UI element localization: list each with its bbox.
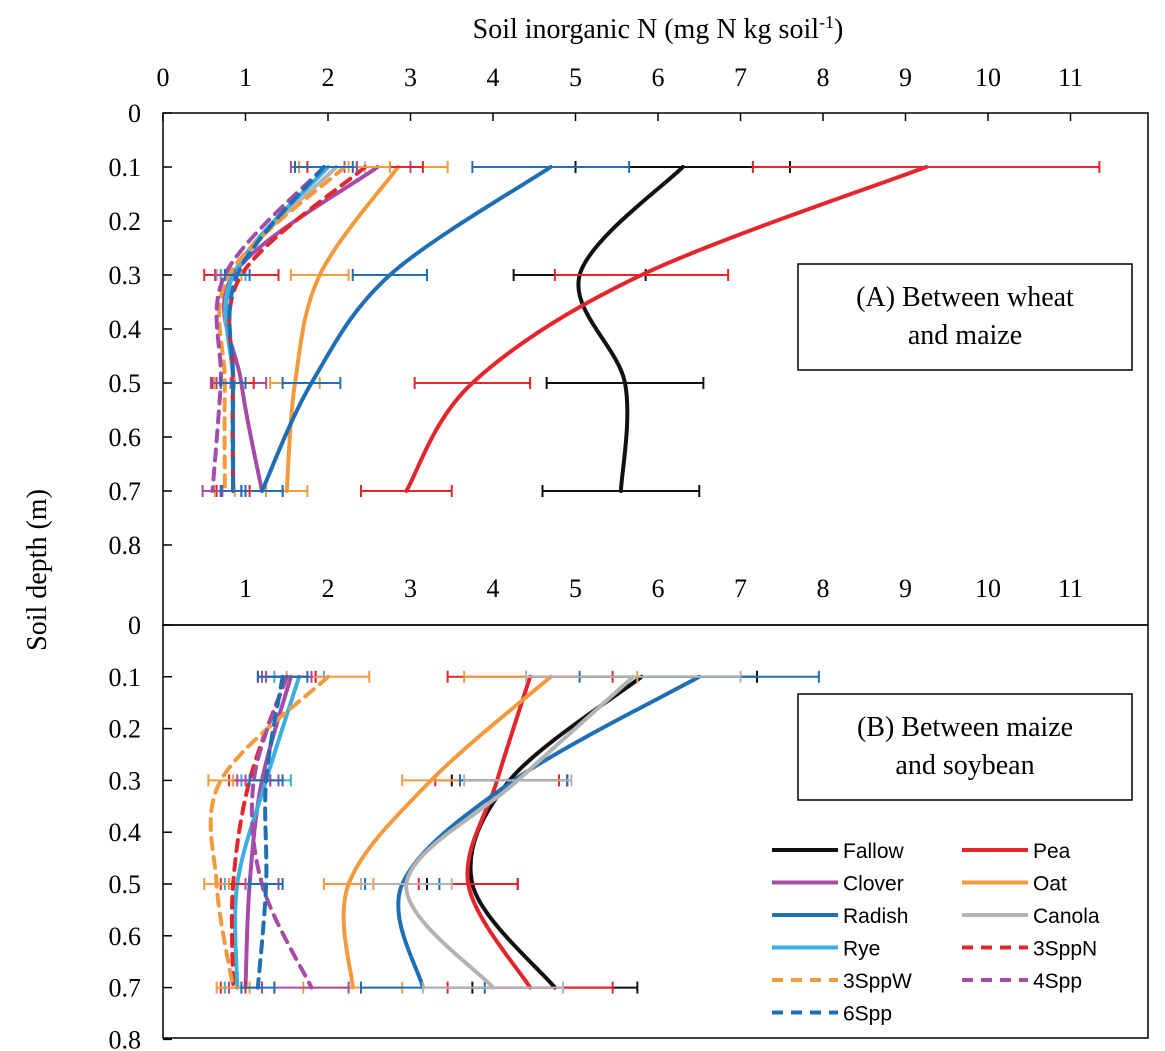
x-tick-label-top: 11 bbox=[1058, 63, 1083, 92]
series-3sppn bbox=[203, 161, 424, 497]
y-axis-title: Soil depth (m) bbox=[22, 489, 53, 651]
x-tick-label-top: 9 bbox=[899, 63, 912, 92]
x-tick-label-inner: 7 bbox=[734, 574, 747, 603]
y-tick-label: 0.8 bbox=[109, 531, 142, 560]
legend: Fallow Pea Clover Oat Radish Canola Rye 3SppN 3S… bbox=[772, 840, 1100, 1026]
panel-label-text: (A) Between wheat bbox=[856, 282, 1074, 313]
legend-entry-radish: Radish bbox=[843, 905, 908, 928]
series-line bbox=[341, 674, 553, 990]
legend-entry-rye: Rye bbox=[843, 938, 880, 961]
y-tick-label: 0.6 bbox=[109, 922, 142, 951]
legend-entry-oat: Oat bbox=[1033, 873, 1067, 896]
panel-label-text: and soybean bbox=[895, 750, 1034, 781]
legend-entry-4spp: 4Spp bbox=[1033, 970, 1082, 993]
y-tick-label: 0.2 bbox=[109, 207, 142, 236]
x-tick-label-inner: 4 bbox=[487, 574, 500, 603]
x-tick-label-top: 8 bbox=[817, 63, 830, 92]
series-line bbox=[260, 165, 553, 493]
series-6spp bbox=[219, 161, 354, 497]
svg-text:Soil inorganic N (mg N kg soil: Soil inorganic N (mg N kg soil-1) bbox=[473, 12, 844, 45]
y-tick-label: 0.2 bbox=[109, 715, 142, 744]
x-tick-label-inner: 2 bbox=[322, 574, 335, 603]
series-radish bbox=[360, 670, 820, 994]
y-tick-label: 0.3 bbox=[109, 766, 142, 795]
x-tick-label-top: 7 bbox=[734, 63, 747, 92]
x-tick-label-inner: 1 bbox=[239, 574, 252, 603]
panel-label-box bbox=[797, 263, 1133, 371]
x-tick-label-inner: 5 bbox=[569, 574, 582, 603]
x-tick-label-top: 0 bbox=[157, 63, 170, 92]
panel-label-text: and maize bbox=[908, 320, 1022, 351]
panel-b: 0 0.1 0.2 0.3 0.4 0.5 0.6 0.7 0.8 (B) Between mai… bbox=[109, 611, 1149, 1051]
series-fallow bbox=[512, 161, 791, 497]
series-line bbox=[284, 165, 401, 493]
legend-entry-3sppn: 3SppN bbox=[1033, 938, 1097, 961]
series-clover bbox=[215, 161, 412, 497]
y-tick-label: 0.7 bbox=[109, 974, 142, 1003]
series-radish bbox=[240, 161, 631, 497]
legend-entry-6spp: 6Spp bbox=[843, 1003, 892, 1026]
legend-entry-canola: Canola bbox=[1033, 905, 1100, 928]
x-tick-label-top: 2 bbox=[322, 63, 335, 92]
x-tick-label-inner: 6 bbox=[652, 574, 665, 603]
series-line bbox=[227, 165, 326, 493]
series-line bbox=[210, 165, 326, 493]
x-tick-label-top: 1 bbox=[239, 63, 252, 92]
series-4spp bbox=[236, 670, 350, 994]
y-tick-label: 0 bbox=[128, 99, 141, 128]
series-line bbox=[396, 674, 702, 990]
y-tick-label: 0.6 bbox=[109, 423, 142, 452]
series-line bbox=[249, 674, 314, 990]
y-tick-label: 0.4 bbox=[109, 818, 142, 847]
x-tick-label-top: 6 bbox=[652, 63, 665, 92]
series-line bbox=[576, 165, 685, 493]
x-tick-label-inner: 9 bbox=[899, 574, 912, 603]
x-tick-label-inner: 3 bbox=[404, 574, 417, 603]
y-tick-label: 0.5 bbox=[109, 870, 142, 899]
series-pea bbox=[360, 161, 1101, 497]
series-line bbox=[233, 674, 302, 990]
legend-entry-fallow: Fallow bbox=[843, 840, 905, 863]
series-canola bbox=[360, 670, 742, 994]
y-tick-label: 0.1 bbox=[109, 663, 142, 692]
y-tick-label: 0.3 bbox=[109, 261, 142, 290]
panel-label-text: (B) Between maize bbox=[857, 712, 1073, 743]
y-tick-label: 0.5 bbox=[109, 369, 142, 398]
x-tick-label-inner: 8 bbox=[817, 574, 830, 603]
y-tick-label: 0.4 bbox=[109, 315, 142, 344]
series-line bbox=[404, 165, 929, 493]
x-tick-label-inner: 10 bbox=[975, 574, 1001, 603]
x-tick-label-inner: 11 bbox=[1058, 574, 1083, 603]
x-tick-label-top: 3 bbox=[404, 63, 417, 92]
series-line bbox=[217, 165, 347, 493]
x-axis-title: Soil inorganic N (mg N kg soil-1) bbox=[473, 12, 844, 45]
y-tick-label: 0.8 bbox=[109, 1025, 142, 1051]
panel-label-box bbox=[797, 693, 1133, 801]
series-line bbox=[465, 674, 533, 990]
series-line bbox=[404, 674, 636, 990]
legend-entry-pea: Pea bbox=[1033, 840, 1071, 863]
series-6spp bbox=[240, 670, 309, 994]
legend-entry-3sppw: 3SppW bbox=[843, 970, 912, 993]
panel-a: 00.10.20.30.40.50.60.70.80 1 2 3 4 5 6 7 8 9 10 111… bbox=[109, 63, 1149, 626]
y-tick-label: 0.7 bbox=[109, 477, 142, 506]
x-tick-label-top: 5 bbox=[569, 63, 582, 92]
series-line bbox=[255, 674, 285, 990]
plot-frame bbox=[162, 624, 1149, 1039]
y-tick-label: 0.1 bbox=[109, 153, 142, 182]
legend-entry-clover: Clover bbox=[843, 873, 904, 896]
x-tick-label-top: 4 bbox=[487, 63, 500, 92]
x-tick-label-top: 10 bbox=[975, 63, 1001, 92]
series-line bbox=[208, 674, 330, 990]
y-tick-label: 0 bbox=[128, 611, 141, 640]
